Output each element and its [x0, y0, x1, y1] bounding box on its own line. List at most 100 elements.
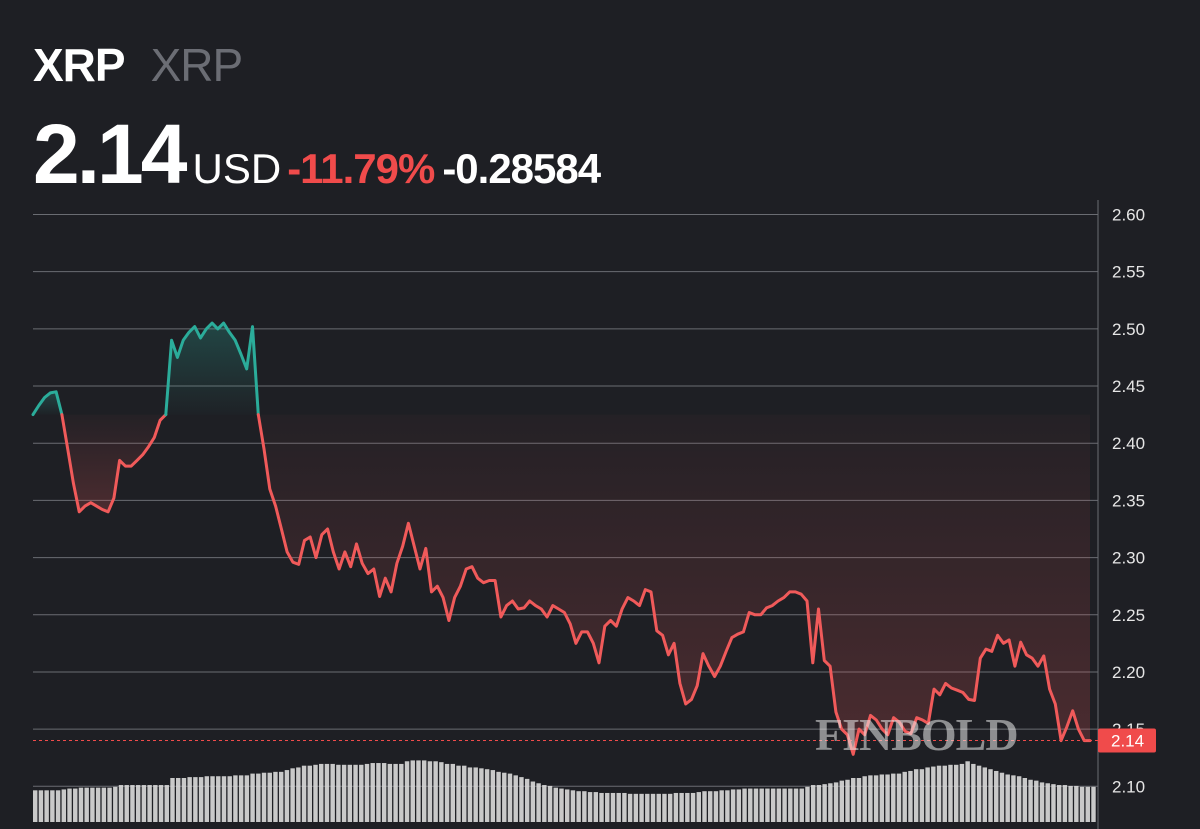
volume-bar — [685, 792, 690, 822]
last-price-badge — [1098, 728, 1156, 753]
volume-bar — [433, 761, 438, 822]
volume-bar — [656, 793, 661, 822]
volume-bar — [250, 773, 255, 822]
volume-bar — [1074, 785, 1079, 822]
down-area — [258, 414, 1090, 755]
down-area — [61, 414, 166, 512]
volume-bar — [313, 764, 318, 822]
y-tick-label: 2.10 — [1112, 777, 1145, 796]
volume-bar — [971, 763, 976, 822]
y-tick-label: 2.45 — [1112, 377, 1145, 396]
volume-bar — [353, 764, 358, 822]
asset-header: XRP XRP — [33, 38, 243, 92]
volume-bar — [164, 785, 169, 822]
volume-bar — [1011, 775, 1016, 822]
volume-bar — [570, 790, 576, 822]
volume-bar — [404, 761, 410, 822]
volume-bar — [1045, 783, 1050, 822]
volume-bar — [994, 770, 999, 822]
volume-bar — [788, 788, 793, 822]
volume-bar — [399, 763, 404, 822]
volume-bar — [547, 785, 553, 822]
volume-bar — [135, 785, 141, 822]
volume-bar — [742, 788, 747, 822]
volume-bar — [33, 790, 38, 822]
volume-bar — [925, 767, 930, 822]
y-tick-label: 2.20 — [1112, 663, 1145, 682]
volume-bar — [341, 764, 347, 822]
asset-name: XRP — [33, 39, 126, 91]
volume-bar — [931, 766, 936, 822]
volume-bar — [708, 791, 713, 822]
volume-bar — [101, 787, 107, 822]
price-line — [31, 321, 1092, 756]
volume-bar — [95, 787, 101, 822]
volume-bar — [650, 793, 656, 822]
volume-bar — [376, 763, 381, 822]
price-line-down — [60, 413, 168, 514]
volume-bar — [381, 763, 387, 822]
volume-bar — [616, 792, 621, 822]
volume-bar — [851, 778, 856, 822]
y-tick-label: 2.55 — [1112, 263, 1145, 282]
watermark-logo: FINBOLD — [815, 709, 1019, 760]
volume-bar — [73, 788, 78, 822]
volume-bar — [519, 777, 524, 822]
volume-bar — [278, 771, 284, 822]
volume-bar — [427, 761, 433, 822]
volume-bar — [702, 791, 707, 822]
volume-bar — [936, 765, 942, 822]
volume-bar — [284, 770, 290, 822]
volume-bar — [170, 778, 175, 822]
volume-bar — [78, 787, 84, 822]
volume-bar — [410, 760, 415, 822]
volume-bar — [1079, 786, 1085, 822]
volume-bars — [33, 760, 1096, 822]
volume-bar — [839, 780, 845, 822]
volume-bar — [496, 771, 501, 822]
volume-bar — [181, 778, 187, 822]
volume-bar — [553, 787, 558, 822]
volume-bar — [1016, 776, 1022, 822]
volume-bar — [484, 769, 490, 822]
volume-bar — [605, 792, 610, 822]
volume-bar — [1022, 778, 1028, 822]
volume-bar — [336, 764, 341, 822]
volume-bar — [1034, 780, 1039, 822]
y-tick-label: 2.35 — [1112, 491, 1145, 510]
volume-bar — [261, 772, 267, 822]
volume-bar — [147, 785, 152, 822]
y-tick-label: 2.40 — [1112, 434, 1145, 453]
volume-bar — [542, 785, 547, 822]
volume-bar — [902, 771, 907, 822]
y-tick-label: 2.25 — [1112, 606, 1145, 625]
volume-bar — [593, 792, 599, 822]
last-price-marker: 2.14 — [33, 728, 1156, 753]
volume-bar — [210, 776, 215, 822]
current-price: 2.14 — [33, 107, 187, 201]
volume-bar — [370, 763, 375, 822]
volume-bar — [673, 792, 679, 822]
volume-bar — [187, 777, 192, 822]
y-tick-label: 2.30 — [1112, 549, 1145, 568]
volume-bar — [296, 767, 301, 822]
price-row: 2.14 USD -11.79% -0.28584 — [33, 107, 601, 201]
up-area — [33, 391, 62, 415]
volume-bar — [725, 790, 730, 822]
volume-bar — [559, 788, 564, 822]
volume-bar — [456, 765, 461, 822]
volume-bar — [393, 763, 398, 822]
volume-bar — [273, 771, 278, 822]
volume-bar — [130, 785, 135, 822]
asset-name-row: XRP XRP — [33, 38, 243, 92]
volume-bar — [1039, 782, 1045, 822]
volume-bar — [1062, 785, 1068, 822]
volume-bar — [999, 772, 1005, 822]
volume-bar — [513, 775, 518, 822]
volume-bar — [885, 774, 890, 822]
volume-bar — [113, 786, 118, 822]
change-absolute: -0.28584 — [442, 145, 601, 192]
volume-bar — [416, 760, 421, 822]
volume-bar — [919, 769, 925, 822]
volume-bar — [599, 792, 604, 822]
